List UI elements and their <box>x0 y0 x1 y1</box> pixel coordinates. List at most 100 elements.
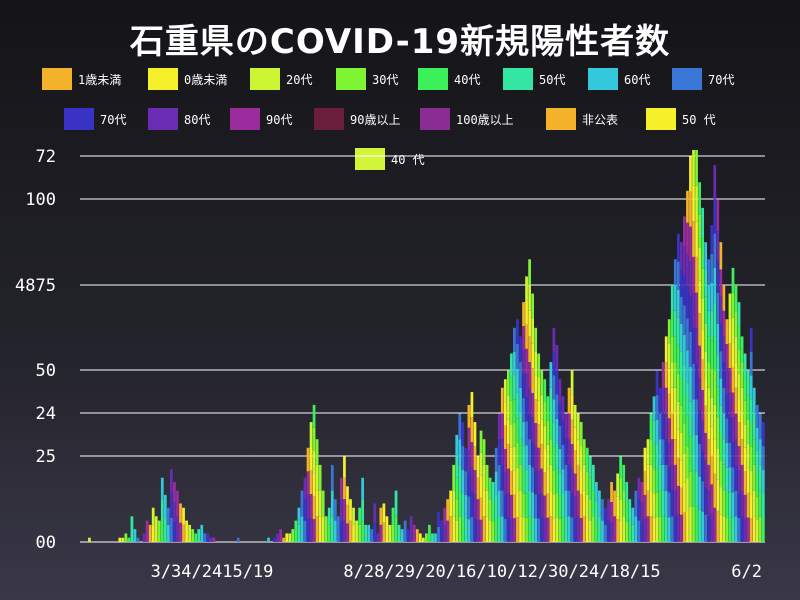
bar <box>434 533 437 542</box>
bar-segment <box>725 393 729 419</box>
bar-segment <box>701 390 704 421</box>
bar-segment <box>473 518 477 542</box>
bar-segment <box>470 492 474 518</box>
bar-segment <box>622 516 626 542</box>
bar-segment <box>616 519 619 542</box>
bar-segment <box>683 305 686 335</box>
bar-segment <box>722 285 726 311</box>
bar-segment <box>686 286 689 319</box>
bar-segment <box>303 499 307 521</box>
bar-segment <box>309 470 313 495</box>
bar-segment <box>670 439 674 465</box>
bar <box>628 499 632 542</box>
bar-segment <box>707 413 711 440</box>
bar-segment <box>516 418 519 444</box>
legend-label: 70代 <box>100 112 127 127</box>
bar-segment <box>376 533 380 542</box>
bar <box>534 327 538 542</box>
bar-segment <box>194 533 198 542</box>
bar-segment <box>725 517 729 542</box>
bar-segment <box>485 490 489 517</box>
bar-segment <box>151 507 155 525</box>
bar-segment <box>333 499 337 521</box>
bar-segment <box>655 468 659 494</box>
bar-segment <box>497 439 501 465</box>
bar-segment <box>746 370 750 396</box>
bar-segment <box>680 296 683 324</box>
bar-segment <box>689 191 692 227</box>
bar-segment <box>573 427 577 451</box>
bar-segment <box>719 432 723 461</box>
bar-segment <box>707 439 711 465</box>
bar-segment <box>713 233 717 268</box>
bar-segment <box>528 464 531 491</box>
bar <box>716 199 720 542</box>
bar-segment <box>552 470 556 495</box>
bar-segment <box>695 292 698 329</box>
bar-segment <box>506 395 510 420</box>
bar-segment <box>476 520 480 542</box>
bar <box>701 207 704 542</box>
bar-segment <box>576 516 580 542</box>
bar-segment <box>531 417 534 443</box>
bar <box>743 353 747 542</box>
bar-segment <box>658 439 662 465</box>
bar <box>749 327 753 542</box>
bar-segment <box>658 387 662 414</box>
bar-segment <box>737 470 741 495</box>
bar-segment <box>680 432 683 461</box>
bar-segment <box>698 313 701 346</box>
bar-segment <box>698 247 701 281</box>
bar-segment <box>163 518 167 542</box>
bar-segment <box>643 518 647 542</box>
bar-segment <box>130 516 134 542</box>
bar <box>437 512 440 542</box>
bar-segment <box>722 413 726 440</box>
bar-segment <box>670 413 674 440</box>
bar-segment <box>145 520 149 542</box>
bar-segment <box>737 398 741 423</box>
legend-swatch <box>503 68 533 90</box>
bar-segment <box>695 221 698 257</box>
bar-segment <box>394 490 398 517</box>
bar <box>506 370 510 542</box>
bar-segment <box>746 468 750 494</box>
bar-segment <box>698 214 701 248</box>
bar-segment <box>309 446 313 471</box>
bar-segment <box>549 413 553 440</box>
bar-segment <box>570 517 574 542</box>
bar <box>376 533 380 542</box>
bar-segment <box>503 448 507 473</box>
bar-segment <box>716 386 720 418</box>
bar-segment <box>673 413 677 440</box>
bar <box>646 439 650 542</box>
bar-segment <box>637 477 641 500</box>
bar <box>203 533 207 542</box>
bar-segment <box>403 520 407 542</box>
bar-segment <box>582 439 586 465</box>
bar-segment <box>749 494 753 519</box>
bar-segment <box>752 387 756 414</box>
bar-segment <box>561 493 565 518</box>
bar-segment <box>740 362 744 388</box>
bar-segment <box>537 447 541 472</box>
bar-segment <box>664 336 668 363</box>
bar-segment <box>588 456 592 478</box>
bar-segment <box>461 518 465 542</box>
bar-segment <box>461 470 465 495</box>
bar <box>425 533 428 542</box>
bar-segment <box>713 439 717 474</box>
bar-segment <box>649 464 653 491</box>
bar <box>610 482 613 542</box>
bar-segment <box>497 464 501 491</box>
bar-segment <box>749 351 753 376</box>
bar-segment <box>364 524 368 542</box>
bar-segment <box>646 464 650 491</box>
legend-item: 60代 <box>588 68 650 90</box>
bar-segment <box>661 439 665 465</box>
bar-segment <box>761 446 765 471</box>
bar-segment <box>464 447 468 472</box>
bar-segment <box>673 285 677 311</box>
bar-segment <box>470 417 474 443</box>
